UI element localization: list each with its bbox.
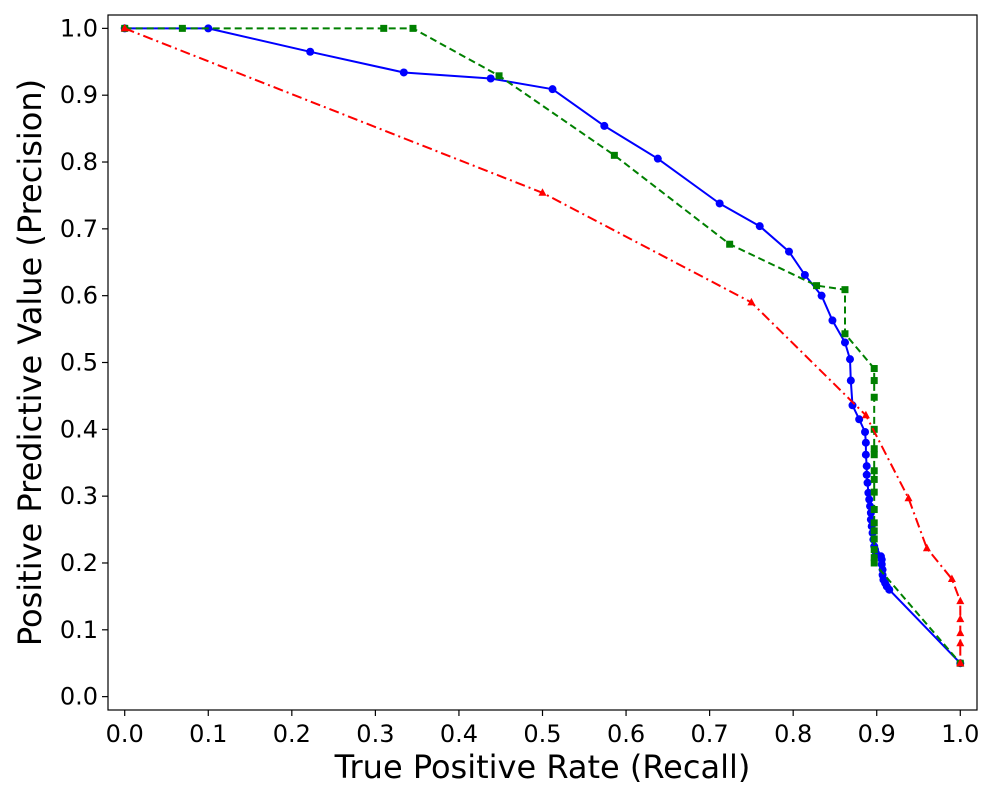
data-point — [747, 297, 756, 306]
data-point — [380, 24, 388, 32]
y-tick-label: 0.1 — [60, 616, 98, 644]
data-point — [870, 535, 878, 543]
data-point — [495, 72, 503, 80]
data-point — [841, 286, 849, 294]
data-point — [846, 376, 855, 385]
data-point — [870, 377, 878, 385]
data-point — [956, 628, 965, 637]
x-tick-label: 1.0 — [941, 720, 979, 748]
data-point — [813, 282, 821, 290]
data-point — [855, 415, 864, 424]
x-tick-label: 0.9 — [858, 720, 896, 748]
data-point — [870, 451, 878, 459]
data-point — [548, 85, 557, 94]
series-3 — [120, 23, 965, 667]
data-point — [784, 247, 793, 256]
x-tick-label: 0.4 — [440, 720, 478, 748]
x-tick-label: 0.2 — [273, 720, 311, 748]
data-point — [870, 488, 878, 496]
data-point — [653, 154, 662, 163]
y-tick-label: 0.8 — [60, 148, 98, 176]
data-point — [885, 585, 894, 594]
data-point — [409, 24, 417, 32]
x-tick-label: 0.7 — [691, 720, 729, 748]
data-point — [828, 316, 837, 325]
data-point — [861, 438, 870, 447]
data-point — [178, 24, 186, 32]
data-point — [610, 151, 618, 159]
data-point — [817, 291, 826, 300]
data-point — [841, 330, 849, 338]
data-point — [870, 546, 878, 554]
y-tick-label: 1.0 — [60, 14, 98, 42]
x-axis-ticks: 0.0 0.1 0.2 0.3 0.4 0.5 0.6 0.7 0.8 0.9 1.0 — [106, 710, 979, 748]
series-1 — [120, 24, 965, 668]
data-point — [870, 519, 878, 527]
data-point — [845, 355, 854, 364]
y-tick-label: 0.4 — [60, 415, 98, 443]
data-point — [399, 68, 408, 77]
data-point — [870, 559, 878, 567]
series-layer — [120, 23, 965, 668]
data-point — [870, 527, 878, 535]
data-point — [861, 428, 870, 436]
data-point — [870, 506, 878, 514]
y-tick-label: 0.6 — [60, 282, 98, 310]
x-tick-label: 0.8 — [774, 720, 812, 748]
y-tick-label: 0.5 — [60, 349, 98, 377]
data-point — [726, 240, 734, 248]
data-point — [870, 393, 878, 401]
data-point — [956, 658, 965, 667]
y-tick-label: 0.7 — [60, 215, 98, 243]
y-tick-label: 0.9 — [60, 81, 98, 109]
data-point — [947, 574, 956, 582]
data-point — [861, 450, 870, 459]
data-point — [862, 462, 871, 471]
x-tick-label: 0.6 — [607, 720, 645, 748]
data-point — [870, 467, 878, 475]
x-tick-label: 0.3 — [356, 720, 394, 748]
data-point — [861, 410, 870, 419]
y-axis-label: Positive Predictive Value (Precision) — [11, 79, 49, 646]
y-axis-ticks: 0.0 0.1 0.2 0.3 0.4 0.5 0.6 0.7 0.8 0.9 1.0 — [60, 14, 108, 711]
data-point — [865, 495, 874, 504]
plot-background — [108, 15, 977, 710]
data-point — [800, 270, 809, 279]
x-tick-label: 0.0 — [106, 720, 144, 748]
y-tick-label: 0.3 — [60, 482, 98, 510]
data-point — [306, 47, 315, 56]
x-tick-label: 0.5 — [523, 720, 561, 748]
data-point — [870, 445, 878, 453]
data-point — [956, 614, 965, 623]
data-point — [863, 478, 872, 487]
data-point — [862, 470, 871, 479]
data-point — [755, 222, 764, 231]
data-point — [922, 543, 931, 552]
data-point — [600, 121, 609, 130]
data-point — [904, 493, 913, 502]
y-tick-label: 0.2 — [60, 549, 98, 577]
data-point — [870, 365, 878, 373]
data-point — [538, 188, 547, 196]
data-point — [956, 638, 965, 647]
x-axis-label: True Positive Rate (Recall) — [334, 748, 751, 786]
data-point — [956, 596, 965, 605]
data-point — [840, 338, 849, 347]
data-point — [870, 475, 878, 483]
data-point — [715, 199, 724, 208]
data-point — [864, 488, 873, 497]
data-point — [870, 554, 878, 562]
x-tick-label: 0.1 — [189, 720, 227, 748]
data-point — [120, 23, 129, 32]
y-tick-label: 0.0 — [60, 683, 98, 711]
data-point — [486, 74, 495, 83]
